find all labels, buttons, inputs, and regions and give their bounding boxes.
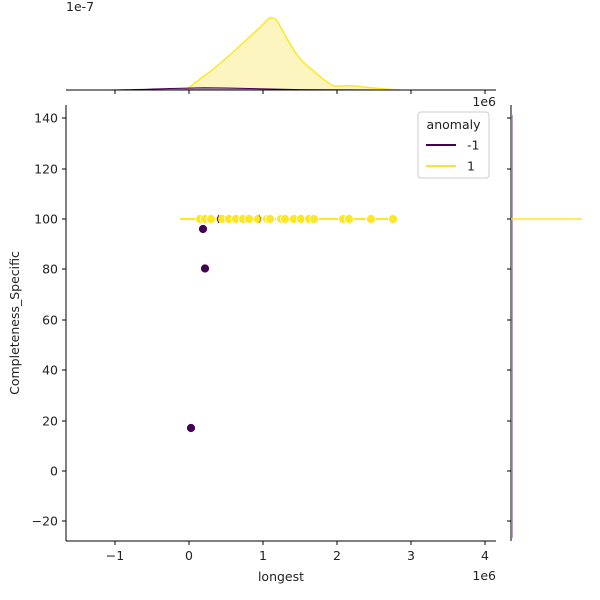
xtick-4: 4 (481, 548, 489, 563)
x-offset-label: 1e6 (472, 568, 496, 583)
series-anomaly-1-points (195, 214, 398, 224)
xtick-1: 1 (259, 548, 267, 563)
series-anomaly-neg1-points (186, 224, 210, 433)
marginal-y-kde (507, 105, 582, 541)
x-ticks (114, 541, 486, 545)
ytick-0: 0 (50, 464, 58, 479)
marginal-x-offset-label: 1e-7 (66, 0, 94, 14)
marginal-x-kde: 1e-7 1e6 (66, 0, 496, 109)
legend-label-neg1: -1 (467, 138, 479, 153)
ytick-140: 140 (34, 111, 58, 126)
marginal-y-ticks (507, 117, 511, 522)
ytick-neg20: −20 (32, 514, 58, 529)
marginal-x-right-offset-label: 1e6 (472, 94, 496, 109)
ytick-20: 20 (42, 414, 58, 429)
ytick-120: 120 (34, 162, 58, 177)
xtick-2: 2 (333, 548, 341, 563)
ytick-60: 60 (42, 313, 58, 328)
y-tick-labels: 140 120 100 80 60 40 20 0 −20 (32, 111, 58, 529)
legend-label-1: 1 (467, 159, 475, 174)
xtick-neg1: −1 (106, 548, 124, 563)
xtick-3: 3 (407, 548, 415, 563)
xtick-0: 0 (185, 548, 193, 563)
legend: anomaly -1 1 (417, 111, 490, 179)
marginal-x-ticks (114, 90, 486, 94)
ytick-80: 80 (42, 262, 58, 277)
hidden-purple-marker (217, 214, 220, 224)
legend-title: anomaly (427, 117, 482, 132)
x-tick-labels: −1 0 1 2 3 4 (106, 548, 489, 563)
ytick-100: 100 (34, 212, 58, 227)
kde-x-anomaly-1-fill (185, 17, 400, 90)
y-ticks (62, 117, 66, 522)
joint-axes: 140 120 100 80 60 40 20 0 −20 −1 0 1 2 3… (7, 105, 496, 584)
y-axis-label: Completeness_Specific (7, 251, 22, 395)
x-axis-label: longest (258, 569, 304, 584)
ytick-40: 40 (42, 363, 58, 378)
hidden-purple-marker-2 (258, 214, 261, 224)
kde-x-anomaly-1-line (184, 16, 401, 91)
